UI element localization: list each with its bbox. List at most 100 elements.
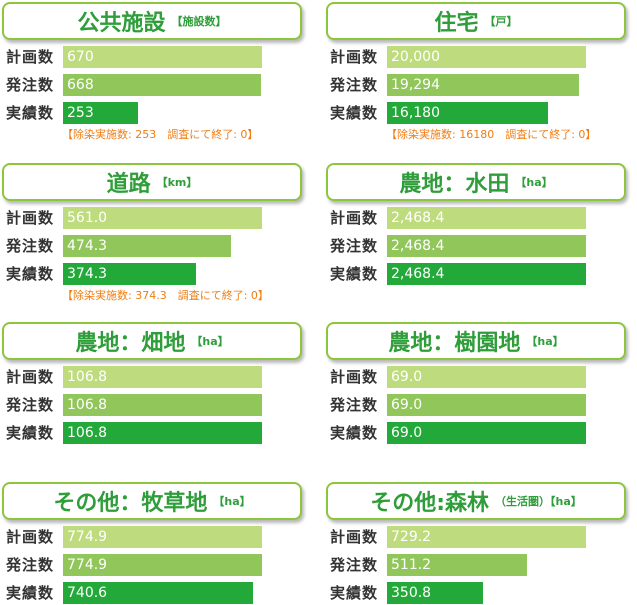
bar-value-label: 69.0 xyxy=(391,425,423,441)
bar-row: 実績数 2,468.4 xyxy=(326,263,637,285)
chart-title-box: その他:森林 （生活圏）【ha】 xyxy=(326,482,626,520)
category-label: 計画数 xyxy=(6,368,55,386)
bar-plan xyxy=(63,526,262,548)
bar-actual xyxy=(63,582,254,604)
category-label: 計画数 xyxy=(6,209,55,227)
bar-value-label: 740.6 xyxy=(67,585,108,601)
category-label: 発注数 xyxy=(330,76,379,94)
category-label: 実績数 xyxy=(330,584,379,602)
chart-note: 【除染実施数: 16180 調査にて終了: 0】 xyxy=(386,128,597,141)
bar-value-label: 19,294 xyxy=(391,77,440,93)
bar-order xyxy=(387,554,527,576)
bar-row: 発注数 69.0 xyxy=(326,394,637,416)
bar-row: 実績数 253 xyxy=(2,102,314,124)
bar-row: 実績数 106.8 xyxy=(2,422,314,444)
bar-value-label: 106.8 xyxy=(67,425,108,441)
chart-title: 住宅 xyxy=(434,11,479,36)
category-label: 計画数 xyxy=(6,48,55,66)
chart-title-box: 公共施設 【施設数】 xyxy=(2,2,302,40)
category-label: 発注数 xyxy=(6,76,55,94)
bar-value-label: 2,468.4 xyxy=(391,266,445,282)
category-label: 計画数 xyxy=(6,528,55,546)
category-label: 計画数 xyxy=(330,48,379,66)
bar-row: 実績数 350.8 xyxy=(326,582,637,604)
category-label: 発注数 xyxy=(6,556,55,574)
bar-plan xyxy=(63,46,262,68)
chart-unit: 【戸】 xyxy=(484,15,518,28)
bar-row: 発注数 774.9 xyxy=(2,554,314,576)
bar-value-label: 69.0 xyxy=(391,369,423,385)
category-label: 実績数 xyxy=(330,265,379,283)
category-label: 実績数 xyxy=(6,104,55,122)
bar-value-label: 774.9 xyxy=(67,529,108,545)
chart-title-box: 農地：樹園地 【ha】 xyxy=(326,322,626,360)
bar-value-label: 670 xyxy=(67,49,94,65)
bar-value-label: 474.3 xyxy=(67,238,108,254)
category-label: 実績数 xyxy=(6,265,55,283)
category-label: 発注数 xyxy=(6,396,55,414)
bar-order xyxy=(387,235,586,257)
category-label: 発注数 xyxy=(330,556,379,574)
bar-value-label: 350.8 xyxy=(391,585,432,601)
bar-value-label: 511.2 xyxy=(391,557,432,573)
bar-actual xyxy=(387,422,586,444)
bar-row: 計画数 20,000 xyxy=(326,46,637,68)
bar-order xyxy=(63,235,232,257)
bar-actual xyxy=(387,263,586,285)
bar-value-label: 253 xyxy=(67,105,94,121)
bar-order xyxy=(387,394,586,416)
chart-title: その他:森林 xyxy=(370,491,490,516)
category-label: 発注数 xyxy=(330,396,379,414)
chart-unit: 【施設数】 xyxy=(171,15,227,28)
bar-value-label: 561.0 xyxy=(67,210,108,226)
chart-unit: （生活圏）【ha】 xyxy=(495,495,582,508)
bar-row: 発注数 106.8 xyxy=(2,394,314,416)
bar-plan xyxy=(63,366,262,388)
bar-row: 計画数 2,468.4 xyxy=(326,207,637,229)
chart-title: 公共施設 xyxy=(77,11,166,36)
bar-row: 発注数 474.3 xyxy=(2,235,314,257)
bar-row: 計画数 774.9 xyxy=(2,526,314,548)
bar-plan xyxy=(387,526,586,548)
category-label: 実績数 xyxy=(330,424,379,442)
chart-title-box: 農地：水田 【ha】 xyxy=(326,163,626,201)
bar-value-label: 106.8 xyxy=(67,397,108,413)
bar-row: 計画数 670 xyxy=(2,46,314,68)
bar-row: 実績数 16,180 xyxy=(326,102,637,124)
bar-row: 計画数 69.0 xyxy=(326,366,637,388)
chart-title: 農地：水田 xyxy=(399,172,510,197)
bar-row: 発注数 2,468.4 xyxy=(326,235,637,257)
bar-value-label: 20,000 xyxy=(391,49,440,65)
category-label: 実績数 xyxy=(6,584,55,602)
bar-value-label: 729.2 xyxy=(391,529,432,545)
bar-actual xyxy=(63,102,139,124)
bar-plan xyxy=(387,207,586,229)
bar-plan xyxy=(387,46,586,68)
category-label: 計画数 xyxy=(330,209,379,227)
chart-unit: 【km】 xyxy=(156,176,198,189)
bar-row: 計画数 106.8 xyxy=(2,366,314,388)
bar-row: 実績数 740.6 xyxy=(2,582,314,604)
bar-row: 発注数 19,294 xyxy=(326,74,637,96)
bar-row: 発注数 511.2 xyxy=(326,554,637,576)
bar-order xyxy=(387,74,579,96)
chart-unit: 【ha】 xyxy=(191,335,229,348)
category-label: 計画数 xyxy=(330,368,379,386)
bar-value-label: 2,468.4 xyxy=(391,238,445,254)
bar-actual xyxy=(387,582,483,604)
chart-title: 農地：樹園地 xyxy=(388,331,521,356)
bar-row: 実績数 69.0 xyxy=(326,422,637,444)
category-label: 実績数 xyxy=(6,424,55,442)
bar-value-label: 374.3 xyxy=(67,266,108,282)
chart-unit: 【ha】 xyxy=(526,335,564,348)
bar-row: 計画数 561.0 xyxy=(2,207,314,229)
chart-title-box: その他：牧草地 【ha】 xyxy=(2,482,302,520)
category-label: 発注数 xyxy=(6,237,55,255)
chart-title-box: 住宅 【戸】 xyxy=(326,2,626,40)
bar-row: 計画数 729.2 xyxy=(326,526,637,548)
bar-order xyxy=(63,554,262,576)
bar-order xyxy=(63,394,262,416)
category-label: 計画数 xyxy=(330,528,379,546)
chart-title-box: 農地：畑地 【ha】 xyxy=(2,322,302,360)
bar-value-label: 774.9 xyxy=(67,557,108,573)
